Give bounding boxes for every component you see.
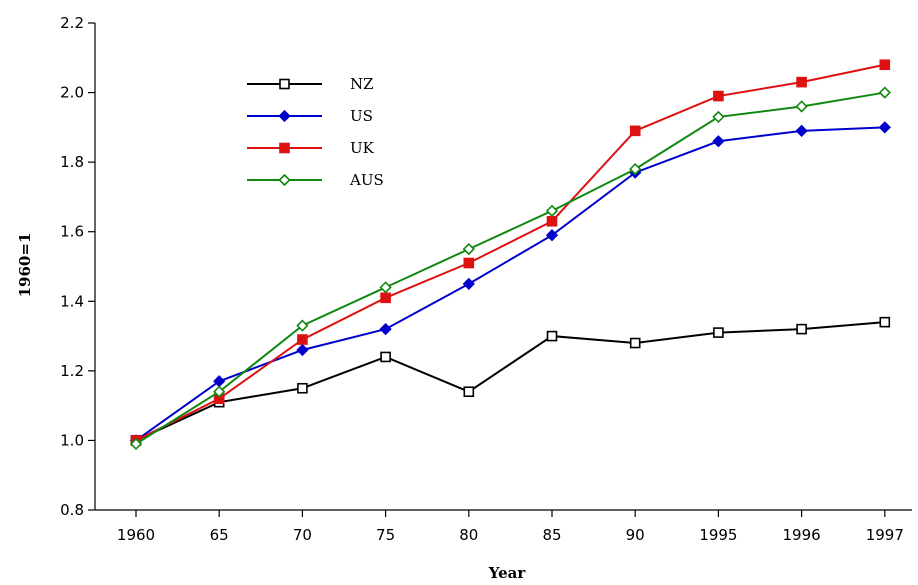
- data-point-uk: [463, 257, 475, 269]
- data-point-us: [545, 229, 559, 242]
- data-point-aus: [296, 319, 309, 332]
- data-point-aus: [795, 100, 808, 113]
- data-point-uk: [879, 59, 891, 71]
- x-tick-label: 70: [293, 526, 312, 544]
- x-axis-ticks: 1960 65 70 75 80 85 90 1995 1996 1997: [117, 510, 904, 544]
- y-axis-title: 1960=1: [16, 233, 34, 298]
- y-tick-label: 0.8: [60, 501, 84, 519]
- legend-marker-aus: [278, 173, 291, 187]
- legend-item-nz: NZ: [247, 75, 374, 93]
- data-point-aus: [545, 204, 559, 217]
- data-point-aus: [379, 281, 392, 294]
- data-point-us: [296, 343, 309, 357]
- y-axis-ticks: 0.8 1.0 1.2 1.4 1.6 1.8 2.0 2.2: [60, 14, 95, 519]
- series-uk: [130, 59, 891, 446]
- series-aus: [129, 86, 891, 451]
- data-point-nz: [297, 382, 308, 394]
- y-tick-label: 1.0: [60, 431, 84, 449]
- axes: [94, 23, 912, 511]
- x-axis-title: Year: [488, 564, 527, 582]
- legend-marker-nz: [279, 78, 290, 90]
- y-tick-label: 1.4: [60, 292, 84, 310]
- x-tick-label: 90: [626, 526, 645, 544]
- data-point-nz: [546, 330, 558, 342]
- data-point-aus: [129, 437, 143, 451]
- data-point-nz: [380, 351, 391, 363]
- legend-item-us: US: [247, 107, 373, 125]
- data-point-nz: [796, 323, 807, 335]
- x-tick-label: 80: [459, 526, 478, 544]
- data-point-aus: [878, 86, 891, 99]
- data-point-uk: [796, 76, 807, 88]
- data-point-aus: [462, 242, 475, 256]
- data-point-us: [462, 277, 475, 291]
- legend-label-us: US: [350, 107, 373, 125]
- y-tick-label: 1.6: [60, 223, 84, 241]
- data-point-us: [379, 322, 392, 336]
- series-line-uk: [135, 63, 886, 442]
- legend-label-uk: UK: [350, 139, 375, 157]
- legend-marker-us: [278, 109, 291, 123]
- y-tick-label: 2.2: [60, 14, 84, 32]
- x-tick-label: 1996: [783, 526, 821, 544]
- series-line-aus: [135, 91, 885, 445]
- legend-item-uk: UK: [247, 139, 375, 157]
- data-point-nz: [879, 316, 891, 328]
- data-point-uk: [546, 215, 558, 227]
- legend-marker-uk: [279, 142, 290, 154]
- x-tick-label: 75: [376, 526, 395, 544]
- x-tick-label: 1960: [117, 526, 155, 544]
- data-point-nz: [713, 327, 724, 338]
- data-point-nz: [463, 386, 475, 398]
- data-point-uk: [380, 292, 391, 304]
- data-point-uk: [629, 125, 641, 137]
- data-point-uk: [297, 334, 308, 345]
- series-line-us: [135, 126, 885, 442]
- data-point-us: [712, 135, 725, 148]
- data-point-nz: [629, 337, 641, 349]
- data-point-aus: [712, 110, 725, 124]
- series-layer: [129, 59, 891, 451]
- y-tick-label: 2.0: [60, 84, 84, 102]
- data-point-uk: [713, 90, 724, 102]
- y-tick-label: 1.2: [60, 362, 84, 380]
- x-tick-label: 1995: [699, 526, 737, 544]
- x-tick-label: 65: [210, 526, 229, 544]
- legend-label-aus: AUS: [349, 171, 384, 189]
- series-line-nz: [135, 321, 885, 442]
- data-point-aus: [629, 162, 642, 176]
- x-tick-label: 1997: [866, 526, 904, 544]
- x-tick-label: 85: [542, 526, 561, 544]
- legend-label-nz: NZ: [350, 75, 374, 93]
- legend-item-aus: AUS: [247, 171, 384, 189]
- legend: NZ US UK AUS: [247, 75, 384, 189]
- data-point-us: [878, 121, 891, 134]
- data-point-aus: [213, 385, 226, 398]
- data-point-us: [795, 124, 808, 137]
- y-tick-label: 1.8: [60, 153, 84, 171]
